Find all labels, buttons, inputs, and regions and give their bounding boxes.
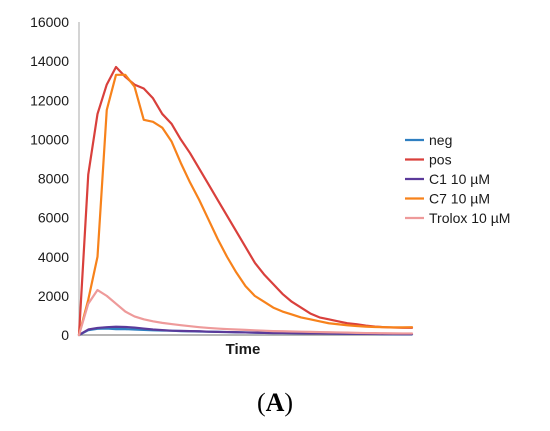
panel-label-open: ( [257,388,266,417]
y-tick-label: 16000 [30,14,69,30]
legend-label-4: C7 10 µM [429,191,490,207]
y-tick-label: 6000 [38,210,69,226]
panel-label-close: ) [284,388,293,417]
series-line-5 [77,288,414,337]
legend: neg pos C1 10 µM C7 10 µM Trolox 10 µM [405,132,510,226]
x-axis-title: Time [226,341,261,358]
panel-label-letter: A [266,388,285,417]
series-line-2 [77,65,414,337]
y-tick-label: 4000 [38,249,69,265]
series-line-4 [77,73,414,337]
legend-label-3: C1 10 µM [429,171,490,187]
y-tick-label: 8000 [38,171,69,187]
y-tick-label: 0 [61,327,69,343]
legend-label-2: pos [429,152,452,168]
legend-label-1: neg [429,132,452,148]
series-lines [77,65,414,337]
y-tick-label: 12000 [30,92,69,108]
y-tick-label: 2000 [38,288,69,304]
panel-label: (A) [257,388,293,417]
y-axis-tick-labels: 0 2000 4000 6000 8000 10000 12000 14000 16000 [30,14,69,343]
y-tick-label: 14000 [30,53,69,69]
legend-label-5: Trolox 10 µM [429,210,510,226]
y-tick-label: 10000 [30,131,69,147]
